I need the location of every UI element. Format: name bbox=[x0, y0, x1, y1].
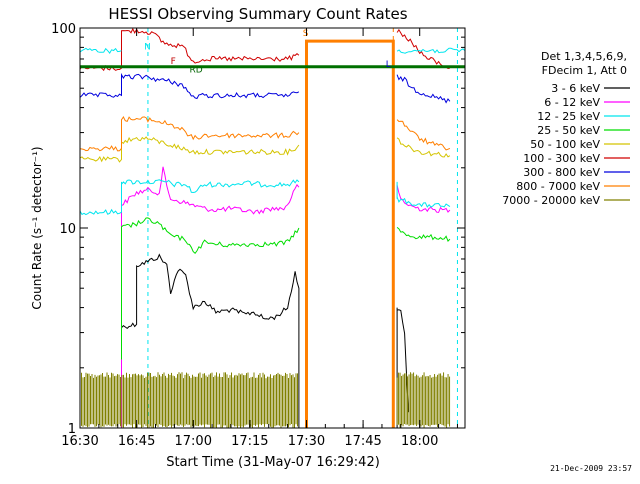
timestamp: 21-Dec-2009 23:57 bbox=[550, 464, 632, 473]
legend-entry-label: 300 - 800 keV bbox=[523, 166, 600, 179]
flag-label-0: N bbox=[144, 43, 151, 53]
series-3 bbox=[121, 217, 451, 360]
series-3-line bbox=[121, 217, 300, 360]
series-1-line bbox=[396, 185, 451, 213]
legend-entry-label: 800 - 7000 keV bbox=[516, 180, 600, 193]
series-7 bbox=[79, 39, 451, 428]
flag-label-3: S bbox=[303, 29, 309, 39]
series-8 bbox=[79, 372, 451, 428]
chart-title: HESSI Observing Summary Count Rates bbox=[108, 5, 407, 23]
series-4-line bbox=[79, 136, 300, 163]
series-6 bbox=[79, 72, 451, 104]
series-0-line bbox=[121, 253, 300, 428]
y-tick-label: 10 bbox=[59, 222, 76, 237]
legend-entry-label: 100 - 300 keV bbox=[523, 152, 600, 165]
series-6-line bbox=[396, 74, 451, 104]
y-tick-label: 1 bbox=[68, 422, 76, 437]
x-tick-label: 17:30 bbox=[288, 434, 325, 449]
series-3-line bbox=[396, 227, 451, 243]
series-7-line bbox=[305, 39, 395, 428]
legend-entry-label: 12 - 25 keV bbox=[537, 110, 600, 123]
legend-header: FDecim 1, Att 0 bbox=[542, 64, 627, 77]
series-0 bbox=[121, 253, 409, 428]
legend-entry-label: 6 - 12 keV bbox=[544, 96, 600, 109]
legend-entry-label: 7000 - 20000 keV bbox=[502, 194, 600, 207]
x-tick-label: 17:00 bbox=[175, 434, 212, 449]
x-tick-label: 16:45 bbox=[118, 434, 155, 449]
series-5-line bbox=[396, 28, 451, 70]
flag-layer: N F RD S L bbox=[144, 29, 391, 75]
legend-entry-label: 25 - 50 keV bbox=[537, 124, 600, 137]
series-5 bbox=[79, 27, 451, 72]
x-tick-label: 17:45 bbox=[344, 434, 381, 449]
flag-label-1: F bbox=[171, 57, 176, 67]
flag-label-2: RD bbox=[189, 65, 202, 75]
legend-header: Det 1,3,4,5,6,9, bbox=[541, 50, 627, 63]
y-axis-label: Count Rate (s⁻¹ detector⁻¹) bbox=[30, 146, 44, 309]
series-10-line bbox=[396, 47, 466, 54]
series-6-line bbox=[79, 72, 300, 100]
series-4-line bbox=[396, 137, 451, 158]
gap-markers bbox=[147, 28, 458, 428]
x-tick-label: 17:15 bbox=[231, 434, 268, 449]
y-tick-label: 100 bbox=[51, 22, 76, 37]
series-7-line bbox=[79, 116, 300, 152]
series-10 bbox=[79, 47, 466, 54]
x-tick-label: 18:00 bbox=[401, 434, 438, 449]
series-2 bbox=[79, 179, 451, 428]
series-2-line bbox=[79, 179, 300, 428]
series-2-line bbox=[396, 181, 451, 208]
x-axis-label: Start Time (31-May-07 16:29:42) bbox=[166, 455, 380, 470]
series-0-line bbox=[396, 307, 409, 428]
legend-entry-label: 3 - 6 keV bbox=[551, 82, 600, 95]
legend-entry-label: 50 - 100 keV bbox=[530, 138, 600, 151]
series-1-line bbox=[121, 166, 300, 428]
x-tick-label: 16:30 bbox=[61, 434, 98, 449]
series-10-line bbox=[79, 47, 122, 54]
series-1 bbox=[121, 166, 451, 428]
plot-frame bbox=[79, 27, 466, 429]
series-7-line bbox=[396, 119, 451, 151]
series-4 bbox=[79, 136, 451, 163]
legend: Det 1,3,4,5,6,9,FDecim 1, Att 0 3 - 6 keV… bbox=[502, 50, 630, 207]
axis-layer: 16:30 16:45 17:00 17:15 17:30 17:45 18:00 1 10 10… bbox=[51, 22, 465, 449]
flag-label-4: L bbox=[386, 60, 391, 70]
series-5-line bbox=[79, 27, 300, 72]
series-layer bbox=[79, 27, 466, 428]
